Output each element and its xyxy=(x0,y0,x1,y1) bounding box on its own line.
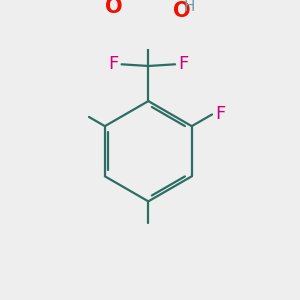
Text: F: F xyxy=(108,55,118,73)
Text: O: O xyxy=(105,0,122,17)
Text: H: H xyxy=(183,0,195,14)
Text: F: F xyxy=(178,55,189,73)
Text: O: O xyxy=(172,1,190,21)
Text: F: F xyxy=(215,106,226,124)
